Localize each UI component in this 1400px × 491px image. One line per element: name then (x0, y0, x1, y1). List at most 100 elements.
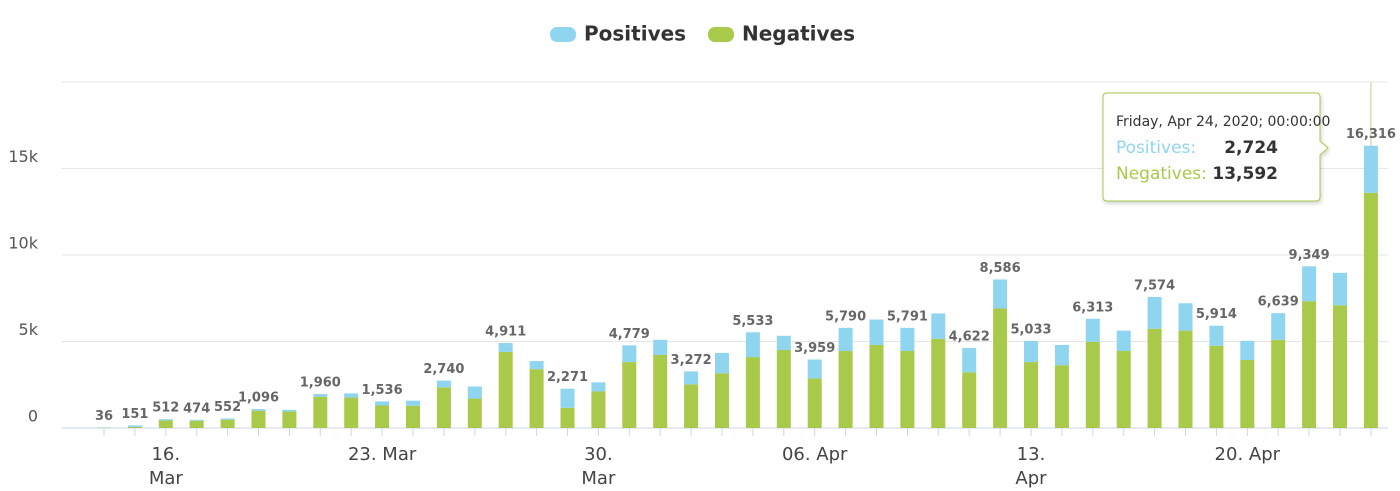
total-label: 4,622 (949, 330, 990, 345)
bar-segment (1054, 344, 1069, 366)
bar-segment (745, 357, 760, 428)
bar-segment (560, 388, 575, 408)
bar-segment (1024, 362, 1038, 428)
total-label: 552 (214, 400, 241, 415)
total-label: 8,586 (980, 261, 1021, 276)
y-tick-label: 10k (8, 234, 38, 253)
total-label: 151 (121, 407, 148, 422)
bar-segment (406, 400, 420, 406)
bar-segment (127, 425, 142, 427)
bar-segment (1302, 301, 1317, 428)
bar-segment (1085, 341, 1100, 428)
bar-segment (127, 426, 142, 428)
bar-segment (251, 410, 266, 428)
total-label: 3,272 (671, 353, 712, 368)
x-tick-label: 13. Apr (1015, 444, 1047, 489)
legend-swatch (550, 27, 576, 42)
bar-segment (158, 420, 173, 428)
bar-segment (869, 319, 884, 345)
bar-segment (498, 343, 513, 352)
y-tick-label: 15k (8, 147, 38, 166)
total-label: 4,911 (485, 325, 526, 340)
bar-segment (1209, 325, 1224, 346)
bar-segment (653, 354, 668, 428)
bar-segment (715, 352, 729, 374)
bar-segment (1333, 305, 1347, 428)
tooltip: Friday, Apr 24, 2020; 00:00:00 Positives:… (1102, 92, 1330, 202)
bar-segment (158, 419, 173, 421)
bar-segment (1271, 339, 1286, 428)
x-tick-part: Apr (1015, 468, 1047, 489)
bar-segment (838, 351, 853, 428)
total-label: 2,271 (547, 370, 588, 385)
y-tick-label: 0 (28, 407, 38, 426)
bar-segment (993, 279, 1008, 309)
total-label: 6,313 (1072, 300, 1113, 315)
bar-segment (406, 405, 420, 428)
x-tick-part: Mar (581, 468, 616, 489)
bar-segment (622, 345, 637, 363)
total-label: 16,316 (1346, 127, 1396, 142)
bar-segment (375, 405, 390, 428)
bar-segment (591, 391, 606, 428)
total-label: 5,033 (1010, 322, 1051, 337)
bar-segment (1333, 272, 1347, 306)
bar-segment (189, 419, 204, 421)
total-label: 1,096 (238, 391, 279, 406)
bar-segment (467, 398, 482, 428)
bar-segment (467, 386, 482, 399)
bar-segment (1363, 145, 1378, 193)
bar-segment (807, 359, 822, 379)
bar-segment (220, 418, 235, 420)
x-tick-part: 16. (151, 444, 180, 465)
total-label: 512 (152, 401, 179, 416)
x-tick-part: 13. (1017, 444, 1046, 465)
bar-segment (1240, 340, 1255, 361)
legend-label[interactable]: Positives (584, 22, 686, 46)
bar-segment (931, 338, 946, 428)
bar-segment (1178, 303, 1193, 331)
bar-segment (313, 394, 328, 397)
total-label: 2,740 (423, 362, 464, 377)
bar-segment (962, 372, 977, 428)
bar-segment (1054, 365, 1069, 428)
total-label: 1,536 (362, 383, 403, 398)
bar-segment (869, 344, 884, 428)
x-tick-label: 20. Apr (1215, 444, 1281, 465)
tooltip-value: 2,724 (1224, 138, 1278, 158)
total-label: 5,791 (887, 309, 928, 324)
bar-segment (807, 378, 822, 428)
bar-segment (653, 339, 668, 355)
bar-segment (498, 351, 513, 428)
bar-segment (560, 407, 575, 428)
tooltip-box (1102, 92, 1329, 202)
bar-segment (251, 409, 266, 411)
bar-segment (436, 380, 451, 388)
bar-segment (1302, 266, 1317, 302)
bar-segment (1024, 340, 1038, 363)
total-label: 5,914 (1196, 307, 1237, 322)
bar-segment (900, 327, 915, 352)
total-label: 3,959 (794, 341, 835, 356)
bar-segment (189, 420, 204, 428)
x-tick-label: 16. Mar (149, 444, 184, 489)
x-tick-part: 30. (584, 444, 613, 465)
legend: Positives Negatives (550, 22, 855, 46)
tooltip-label: Positives: (1116, 138, 1196, 158)
bar-segment (1178, 330, 1193, 428)
total-label: 6,639 (1258, 295, 1299, 310)
bar-segment (375, 401, 390, 406)
legend-label[interactable]: Negatives (742, 22, 855, 46)
bar-segment (591, 382, 606, 392)
bar-segment (1240, 360, 1255, 428)
tooltip-title: Friday, Apr 24, 2020; 00:00:00 (1116, 114, 1330, 130)
x-tick-label: 23. Mar (348, 444, 417, 465)
total-label: 7,574 (1134, 278, 1175, 293)
bar-segment (715, 373, 729, 428)
bar-segment (282, 409, 297, 412)
bar-segment (1271, 313, 1286, 340)
bar-segment (344, 397, 359, 428)
bar-segment (931, 313, 946, 339)
bar-segment (220, 419, 235, 428)
